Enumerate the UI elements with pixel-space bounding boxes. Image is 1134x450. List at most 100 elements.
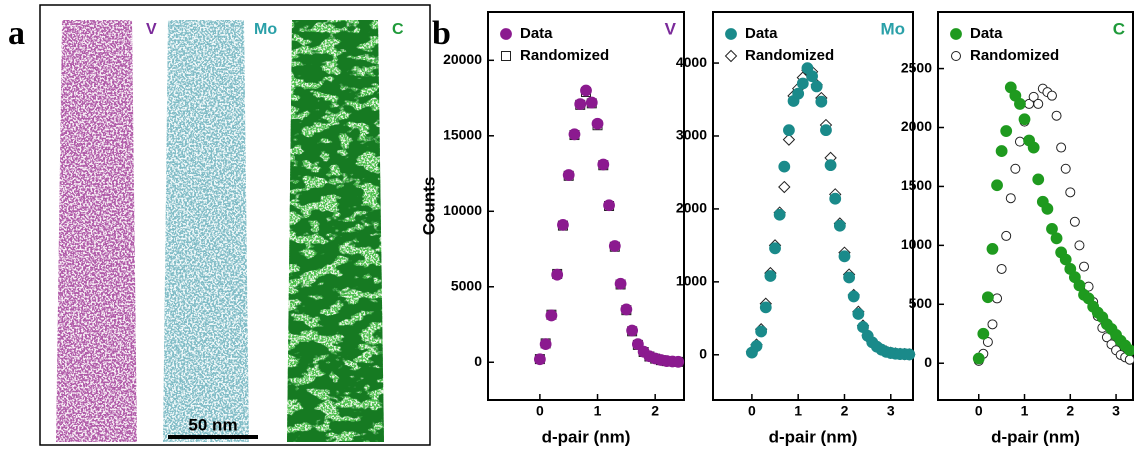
y-tick-label: 20000 [443,51,482,67]
x-tick-label: 2 [1066,403,1074,419]
data-point [820,124,832,137]
data-point [1124,354,1134,365]
chart: 0 500 1000 1500 2000 2500 0 1 2 3 d-pair (nm) C Data… [901,11,1134,446]
legend-label: Data [970,25,1003,42]
data-point [597,158,610,171]
y-tick-label: 15000 [443,127,482,143]
y-tick-label: 3000 [676,127,707,143]
data-point [562,169,575,181]
data-point [843,271,856,284]
data-point [1033,98,1044,109]
element-label: V [146,21,157,38]
data-point [1032,173,1045,186]
data-point [1041,202,1054,215]
data-point [580,84,592,97]
x-tick-label: 0 [975,403,983,419]
data-point [608,240,621,252]
data-point [1059,253,1072,266]
data-point [1069,216,1080,227]
plot-frame [937,11,1134,401]
y-tick-label: 0 [699,345,707,361]
x-axis-label: d-pair (nm) [542,427,631,446]
element-label: V [665,19,677,38]
legend-marker [724,49,738,63]
data-point [755,325,768,338]
chart: 0 1000 2000 3000 4000 0 1 2 3 d-pair (nm) Mo Data Ra… [676,11,916,446]
legend-label: Randomized [970,47,1059,64]
data-point [986,243,999,255]
data-point [545,309,558,322]
data-point [1046,90,1057,101]
y-tick-label: 2000 [901,118,932,134]
y-tick-label: 1500 [901,177,932,193]
legend-label: Randomized [745,47,834,64]
element-label: C [392,21,404,38]
y-tick-label: 2500 [901,59,932,75]
data-point [672,355,685,368]
data-point [981,291,994,304]
panel-label: a [8,15,25,52]
data-point [750,340,763,352]
data-point [810,80,823,93]
y-tick-label: 0 [924,354,932,370]
data-point [1073,279,1086,292]
data-point [1046,222,1058,235]
x-tick-label: 0 [536,403,544,419]
data-point [568,128,581,141]
data-point [1000,125,1013,137]
data-point [833,219,846,232]
legend-marker [951,51,961,61]
data-point [1123,344,1134,357]
data-point [987,319,998,330]
data-point [1018,113,1031,126]
legend-marker [950,28,962,40]
data-point [591,117,604,130]
element-label: Mo [254,21,277,38]
data-point [1014,136,1025,147]
data-point [806,70,818,83]
data-point [614,277,627,290]
y-tick-label: 0 [474,353,482,369]
data-point [603,199,615,212]
v-map [56,20,137,442]
data-point [838,250,851,263]
x-tick-label: 1 [1021,403,1029,419]
element-label: Mo [880,19,905,38]
data-point [1028,91,1039,102]
data-point [539,338,552,351]
data-point [620,303,633,316]
y-tick-label: 2000 [676,200,707,216]
data-point [585,96,598,109]
scale-bar-label: 50 nm [188,415,237,434]
legend-label: Randomized [520,47,609,64]
data-point [992,293,1003,304]
x-tick-label: 2 [651,403,659,419]
x-axis-label: d-pair (nm) [991,427,1080,446]
panel-label: b [432,15,451,52]
data-point [977,327,990,340]
data-point [1056,142,1067,153]
data-point [626,324,639,337]
data-point [996,263,1007,274]
data-point [759,301,772,314]
y-axis-label: Counts [419,177,438,236]
plot-frame [487,11,685,401]
plot-frame [712,11,914,401]
data-point [1065,187,1076,198]
y-tick-label: 1000 [901,236,932,252]
x-tick-label: 0 [748,403,756,419]
y-tick-label: 500 [909,295,933,311]
data-point [773,208,786,221]
y-tick-label: 4000 [676,54,707,70]
data-point [782,133,796,146]
data-point [1001,230,1012,241]
data-point [1060,163,1071,174]
data-point [574,98,587,110]
data-point [1079,261,1090,272]
data-point [533,353,546,366]
legend-marker [725,28,737,40]
data-point [982,337,993,348]
data-point [783,124,795,137]
data-point [991,179,1003,192]
